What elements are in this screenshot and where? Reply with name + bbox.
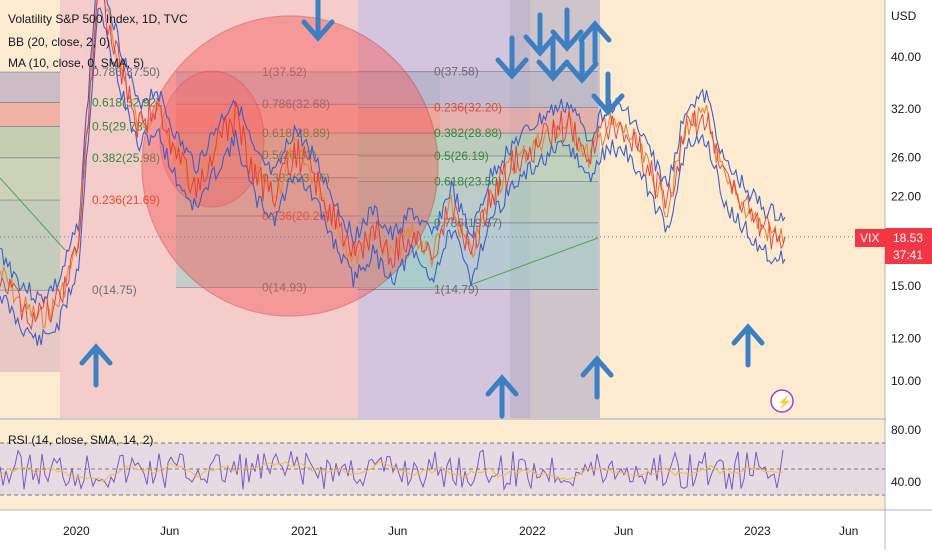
- fib-left-band: [0, 72, 60, 103]
- fib-mid-label: 1(37.52): [262, 65, 307, 79]
- rsi-legend-text: RSI (14, close, SMA, 14, 2): [8, 433, 154, 447]
- up-arrow: [578, 20, 612, 65]
- fib-left-band: [0, 157, 60, 201]
- fib-right-label: 1(14.79): [434, 283, 479, 297]
- fib-right-band: [358, 155, 598, 182]
- time-tick-label: 2022: [519, 524, 546, 538]
- rsi-ma-line: [0, 461, 784, 482]
- time-axis-bg: [0, 510, 932, 550]
- rsi-legend: RSI (14, close, SMA, 14, 2): [8, 433, 153, 447]
- vix-badge: [855, 229, 885, 247]
- rsi-tick-label: 40.00: [891, 475, 921, 489]
- vix-price-badge: [885, 228, 932, 264]
- up-arrow: [731, 323, 765, 368]
- up-arrow: [79, 343, 113, 388]
- fib-mid-label: 0.786(32.68): [262, 97, 330, 111]
- price-tick-label: 26.00: [891, 151, 921, 165]
- vix-badge-label: VIX: [860, 231, 879, 245]
- down-arrow: [550, 7, 584, 52]
- fib-left-label: 0.236(21.69): [92, 193, 160, 207]
- down-arrow: [495, 35, 529, 80]
- price-axis-bg: [885, 0, 932, 550]
- fib-right-band: [358, 71, 598, 108]
- vix-last-price: 18.53: [893, 231, 923, 245]
- time-tick-label: 2021: [291, 524, 318, 538]
- fib-left-band: [0, 102, 60, 127]
- chart-title: Volatility S&P 500 Index, 1D, TVC: [8, 12, 188, 26]
- time-tick-label: Jun: [614, 524, 633, 538]
- fib-right-label: 0.236(32.20): [434, 101, 502, 115]
- lightning-badge: [770, 389, 794, 413]
- fib-left-band: [0, 126, 60, 158]
- vix-countdown: 37:41: [893, 248, 923, 262]
- lightning-icon: ⚡: [777, 395, 792, 409]
- rsi-tick-label: 80.00: [891, 423, 921, 437]
- ma-legend-text: MA (10, close, 0, SMA, 5): [8, 56, 145, 70]
- bb-legend: BB (20, close, 2, 0): [8, 35, 110, 49]
- fib-right-label: 0.5(26.19): [434, 149, 489, 163]
- time-tick-label: 2023: [744, 524, 771, 538]
- bollinger-upper: [0, 0, 786, 305]
- fib-left-label: 0.382(25.98): [92, 151, 160, 165]
- currency-label: USD: [891, 9, 917, 23]
- fib-mid-label: 0(14.93): [262, 280, 307, 294]
- price-tick-label: 22.00: [891, 190, 921, 204]
- fib-left-label: 0(14.75): [92, 283, 137, 297]
- fib-left-band: [0, 200, 60, 291]
- down-arrow: [565, 39, 599, 84]
- fib-mid-label: 0.236(20.26): [262, 209, 330, 223]
- fib-right-label: 0.382(28.88): [434, 126, 502, 140]
- time-tick-label: Jun: [160, 524, 179, 538]
- time-tick-label: 2020: [63, 524, 90, 538]
- price-tick-label: 40.00: [891, 50, 921, 64]
- trend-line-left: [0, 177, 66, 251]
- trend-line-right: [469, 237, 599, 286]
- down-arrow: [301, 0, 335, 42]
- vix-price-line: [0, 0, 786, 330]
- chart-title-text: Volatility S&P 500 Index, 1D, TVC: [8, 12, 188, 26]
- fib-left-label: 0.786(37.50): [92, 65, 160, 79]
- fib-right-label: 0.618(23.50): [434, 174, 502, 188]
- fib-right-band: [358, 133, 598, 156]
- down-arrow: [536, 37, 570, 82]
- price-tick-label: 10.00: [891, 374, 921, 388]
- fib-right-label: 0(37.58): [434, 65, 479, 79]
- time-tick-label: Jun: [388, 524, 407, 538]
- time-tick-label: Jun: [839, 524, 858, 538]
- fib-mid-label: 0.618(28.89): [262, 126, 330, 140]
- rsi-line: [0, 449, 784, 492]
- down-arrow: [523, 12, 557, 57]
- bb-legend-text: BB (20, close, 2, 0): [8, 35, 111, 49]
- up-arrow: [580, 355, 614, 400]
- fib-right-band: [358, 107, 598, 134]
- price-tick-label: 32.00: [891, 102, 921, 116]
- up-arrow: [485, 374, 519, 419]
- ma-legend: MA (10, close, 0, SMA, 5): [8, 56, 144, 70]
- price-tick-label: 12.00: [891, 331, 921, 345]
- bollinger-lower: [0, 7, 786, 346]
- price-tick-label: 15.00: [891, 279, 921, 293]
- fib-right-band: [358, 181, 598, 223]
- highlight-ellipse-small: [159, 70, 265, 208]
- down-arrow: [591, 71, 625, 116]
